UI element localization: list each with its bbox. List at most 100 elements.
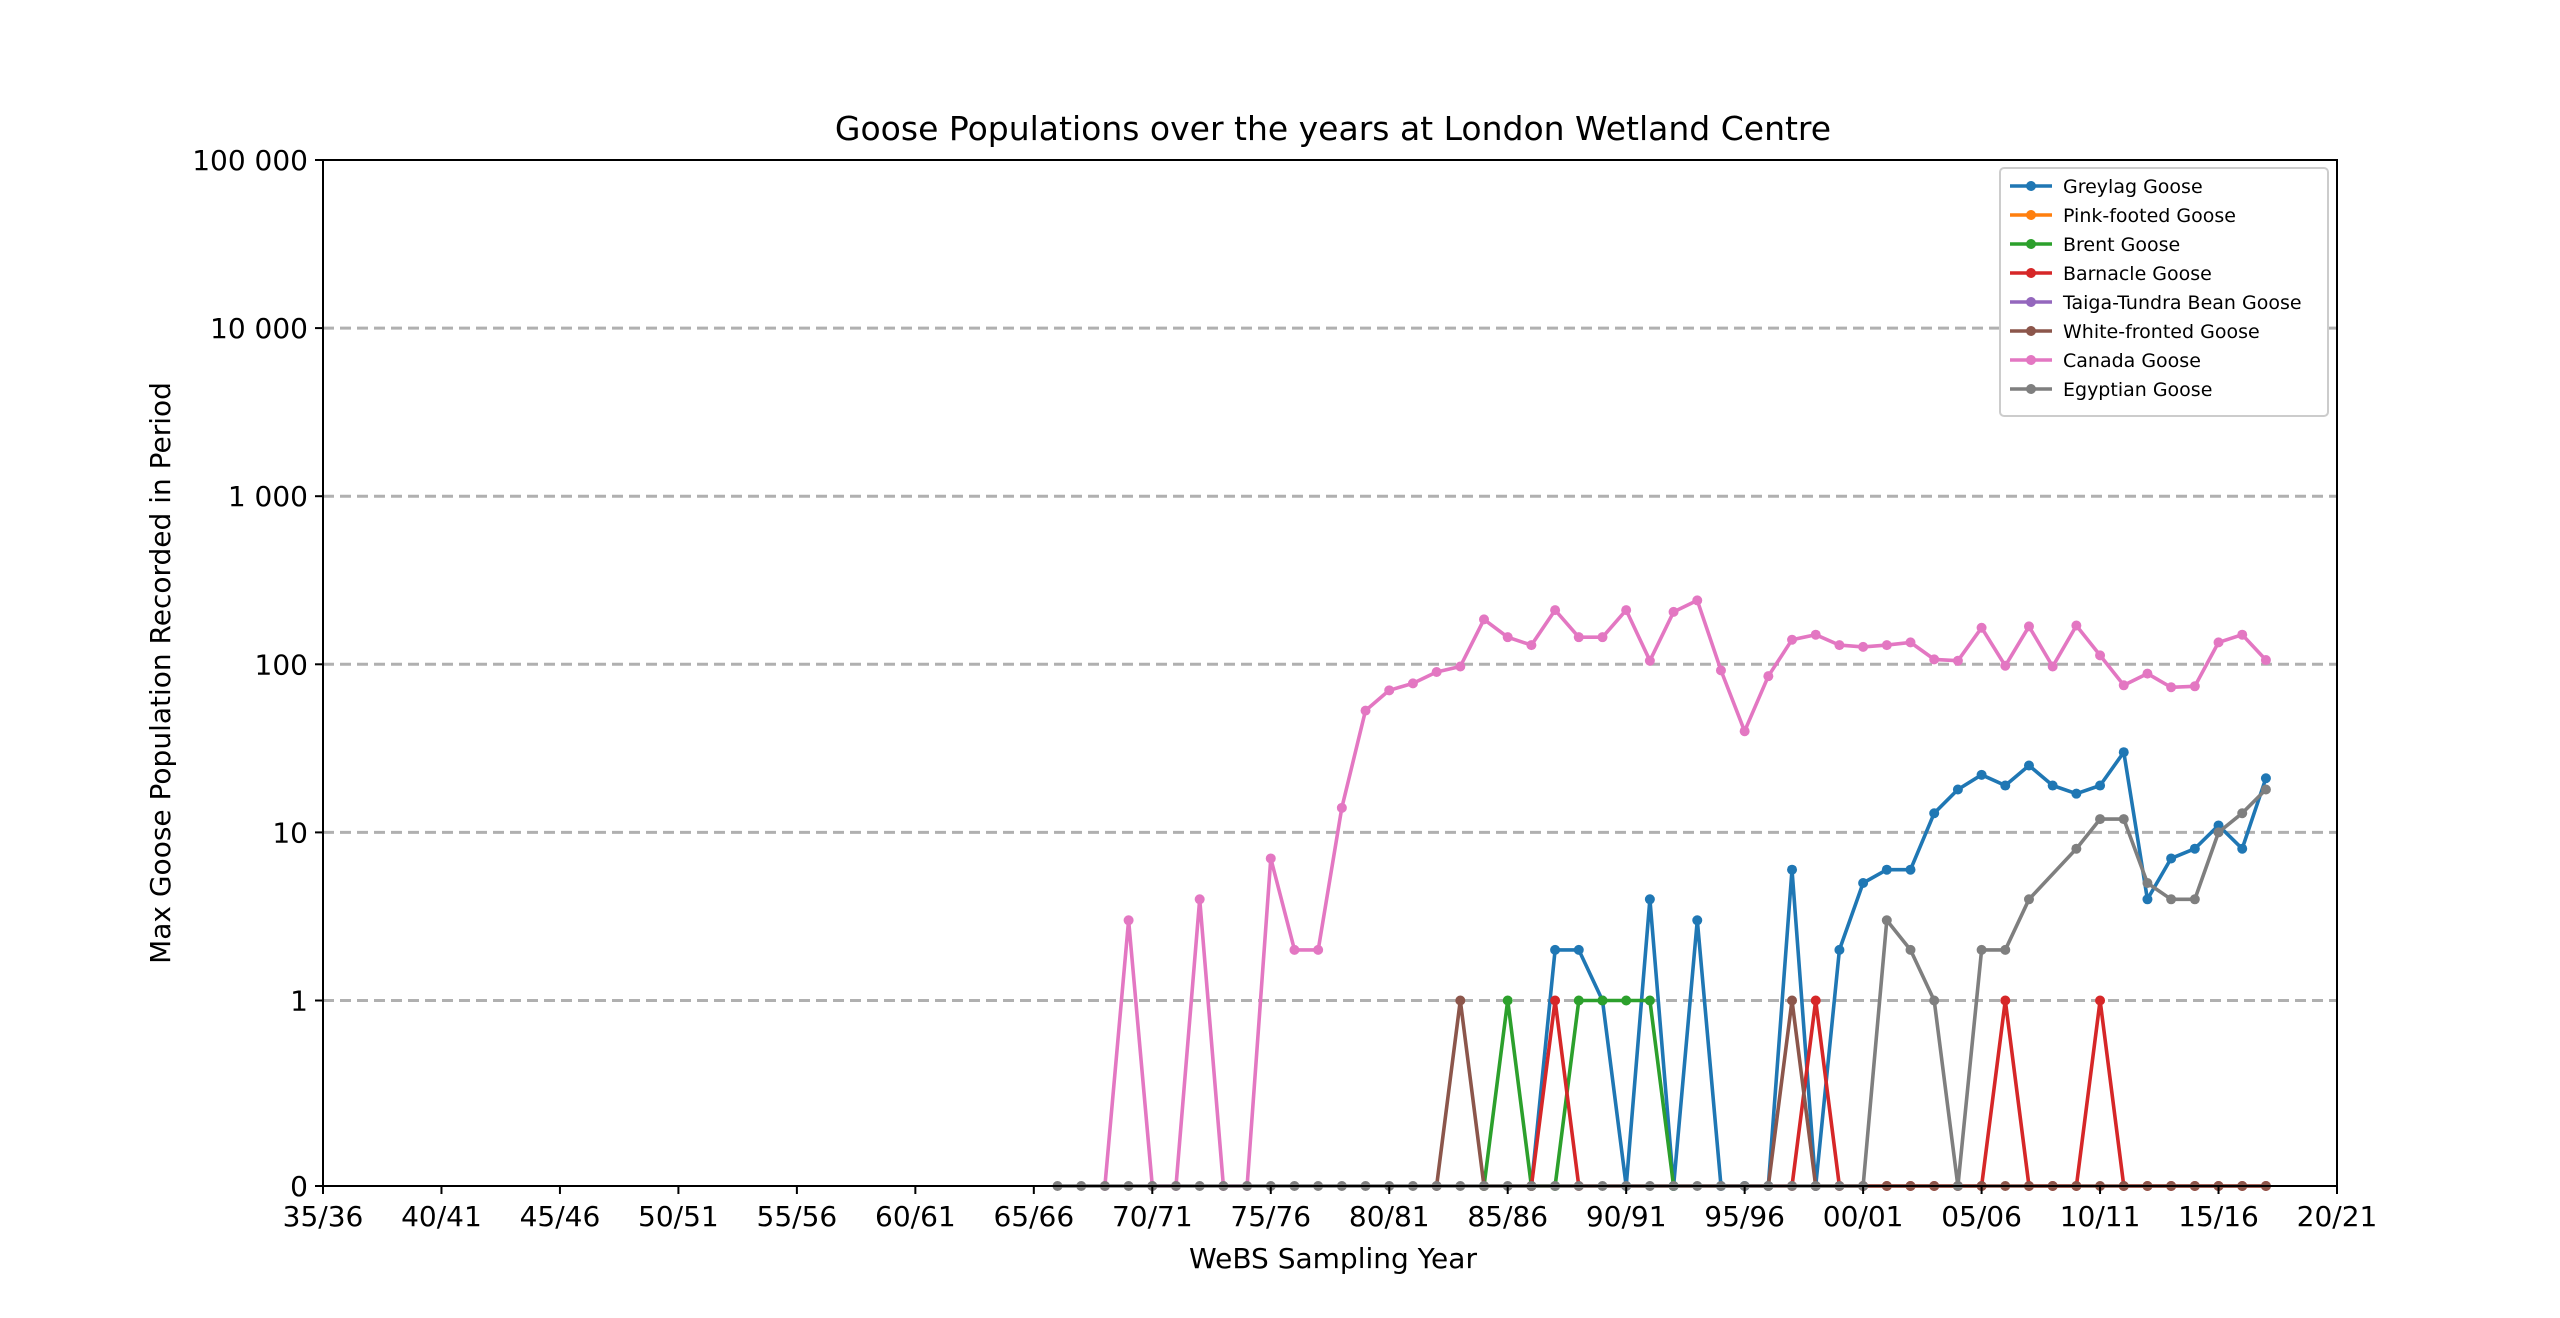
data-point — [1787, 634, 1798, 645]
data-point — [2047, 661, 2058, 672]
legend-box — [1999, 167, 2329, 417]
data-point — [1360, 705, 1371, 716]
x-tick-label: 50/51 — [638, 1200, 719, 1233]
data-point — [1621, 995, 1632, 1006]
data-point — [2142, 668, 2153, 679]
data-point — [1550, 944, 1561, 955]
legend-label: Egyptian Goose — [2063, 379, 2212, 401]
data-point — [2071, 620, 2082, 631]
data-point — [1858, 641, 1869, 652]
data-point — [1597, 995, 1608, 1006]
data-point — [1526, 640, 1537, 651]
data-point — [1881, 864, 1892, 875]
data-point — [1550, 995, 1561, 1006]
data-point — [1692, 915, 1703, 926]
legend-swatch-marker — [2026, 355, 2036, 365]
data-point — [2047, 780, 2058, 791]
data-point — [1573, 995, 1584, 1006]
legend-label: Greylag Goose — [2063, 176, 2203, 198]
data-point — [1644, 995, 1655, 1006]
data-point — [1905, 637, 1916, 648]
x-axis-label: WeBS Sampling Year — [1189, 1242, 1477, 1275]
legend-label: Taiga-Tundra Bean Goose — [2062, 292, 2302, 314]
x-tick-label: 00/01 — [1823, 1200, 1904, 1233]
data-point — [2142, 894, 2153, 905]
data-point — [1407, 678, 1418, 689]
data-point — [2166, 853, 2177, 864]
data-point — [2095, 780, 2106, 791]
data-point — [1123, 915, 1134, 926]
data-point — [1905, 864, 1916, 875]
series-line — [1103, 598, 2268, 1188]
data-point — [1905, 944, 1916, 955]
data-point — [2189, 681, 2200, 692]
data-point — [1573, 632, 1584, 643]
data-point — [1289, 944, 1300, 955]
data-point — [2095, 814, 2106, 825]
data-point — [1929, 995, 1940, 1006]
series-line — [1529, 750, 2268, 1188]
data-point — [1739, 726, 1750, 737]
data-point — [2237, 808, 2248, 819]
series-line — [1529, 998, 2266, 1188]
data-point — [1573, 944, 1584, 955]
data-point — [1644, 894, 1655, 905]
x-tick-label: 70/71 — [1112, 1200, 1193, 1233]
data-point — [1976, 944, 1987, 955]
data-point — [2189, 843, 2200, 854]
series-line — [1482, 998, 1676, 1188]
y-tick-label: 100 — [255, 648, 308, 681]
data-point — [1455, 995, 1466, 1006]
y-axis-label: Max Goose Population Recorded in Period — [144, 382, 177, 964]
x-tick-label: 90/91 — [1586, 1200, 1667, 1233]
data-point — [1952, 784, 1963, 795]
data-point — [2166, 894, 2177, 905]
legend-swatch-marker — [2026, 326, 2036, 336]
data-point — [2000, 944, 2011, 955]
chart-title: Goose Populations over the years at Lond… — [835, 109, 1831, 148]
data-point — [1976, 622, 1987, 633]
data-point — [1834, 944, 1845, 955]
data-point — [1644, 655, 1655, 666]
data-point — [2118, 680, 2129, 691]
legend-label: Barnacle Goose — [2063, 263, 2212, 285]
x-tick-label: 60/61 — [875, 1200, 956, 1233]
data-point — [1621, 605, 1632, 616]
legend-swatch-marker — [2026, 384, 2036, 394]
data-point — [1976, 769, 1987, 780]
data-point — [1881, 640, 1892, 651]
data-point — [2023, 894, 2034, 905]
data-point — [1455, 661, 1466, 672]
legend-label: Pink-footed Goose — [2063, 205, 2236, 227]
x-tick-label: 35/36 — [283, 1200, 364, 1233]
series-lines — [1052, 595, 2271, 1191]
plot-frame — [322, 159, 2338, 1187]
data-point — [1384, 685, 1395, 696]
data-point — [1502, 632, 1513, 643]
legend: Greylag Goose Pink-footed Goose Brent Goos… — [1999, 167, 2329, 417]
data-point — [1692, 595, 1703, 606]
data-point — [1787, 995, 1798, 1006]
legend-label: White-fronted Goose — [2063, 321, 2260, 343]
data-point — [2000, 780, 2011, 791]
y-tick-label: 10 — [272, 816, 308, 849]
data-point — [2237, 843, 2248, 854]
data-point — [1313, 944, 1324, 955]
data-point — [2142, 878, 2153, 889]
data-point — [2213, 637, 2224, 648]
legend-swatch-marker — [2026, 181, 2036, 191]
x-tick-label: 10/11 — [2060, 1200, 2141, 1233]
data-point — [1668, 606, 1679, 617]
x-tick-label: 05/06 — [1941, 1200, 2022, 1233]
data-point — [1858, 878, 1869, 889]
data-point — [1929, 654, 1940, 665]
legend-swatch-marker — [2026, 297, 2036, 307]
data-point — [1952, 655, 1963, 666]
data-point — [2071, 843, 2082, 854]
data-point — [1431, 666, 1442, 677]
data-point — [2023, 621, 2034, 632]
data-point — [1810, 995, 1821, 1006]
data-point — [2071, 788, 2082, 799]
legend-swatch-marker — [2026, 210, 2036, 220]
